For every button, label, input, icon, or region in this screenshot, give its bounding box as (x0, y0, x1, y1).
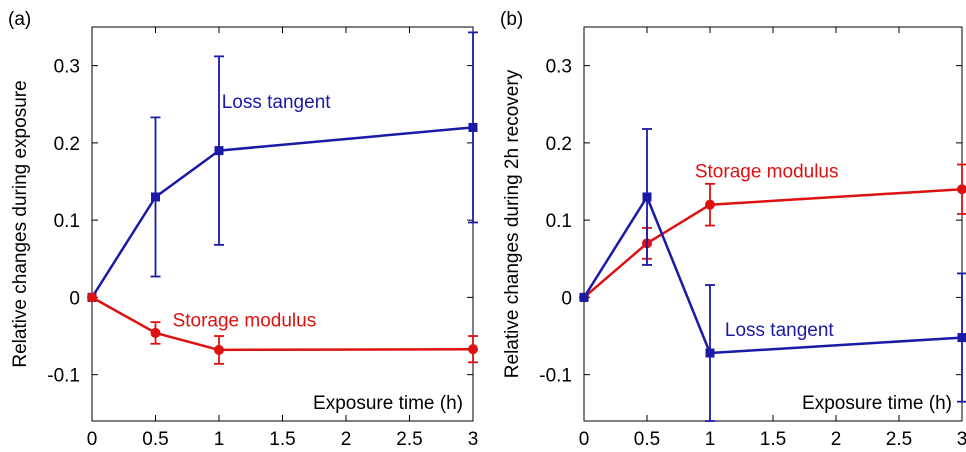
x-tick-label: 3 (957, 429, 966, 447)
series-loss-tangent (88, 32, 479, 301)
data-point (706, 349, 715, 358)
y-tick-label: 0 (561, 288, 572, 309)
x-tick-label: 3 (468, 429, 479, 447)
x-tick-label: 2 (831, 429, 842, 447)
y-tick-label: 0.3 (54, 57, 80, 78)
data-point (580, 293, 589, 302)
y-tick-label: 0 (69, 288, 80, 309)
x-tick-label: 2.5 (886, 429, 912, 447)
x-tick-label: 0 (87, 429, 98, 447)
x-tick-label: 0 (579, 429, 590, 447)
data-point (958, 333, 966, 342)
y-tick-label: 0.1 (546, 211, 572, 232)
data-point (705, 200, 715, 210)
data-point (469, 123, 478, 132)
data-point (214, 345, 224, 355)
data-point (468, 344, 478, 354)
series-storage-modulus (579, 165, 966, 303)
x-axis-label: Exposure time (h) (802, 393, 952, 414)
x-tick-label: 2 (341, 429, 352, 447)
x-tick-label: 1.5 (269, 429, 295, 447)
panel-a-exposure: (a) -0.1 0 0.1 0.2 0.3 0 0.5 1 1.5 2 2.5 3 Exposure t… (8, 9, 478, 447)
y-tick-label: -0.1 (539, 366, 572, 387)
y-axis-label: Relative changes during exposure (10, 80, 31, 367)
x-tick-label: 0.5 (634, 429, 660, 447)
x-tick-label: 1 (214, 429, 225, 447)
x-tick-label: 0.5 (142, 429, 168, 447)
series-annotation: Storage modulus (173, 311, 317, 332)
series-annotation: Storage modulus (695, 162, 839, 183)
x-axis-label: Exposure time (h) (313, 393, 463, 414)
data-point (215, 146, 224, 155)
data-point (151, 328, 161, 338)
y-tick-label: 0.2 (54, 134, 80, 155)
x-tick-label: 1.5 (760, 429, 786, 447)
y-tick-label: 0.1 (54, 211, 80, 232)
plot-frame (92, 27, 473, 421)
y-tick-label: 0.3 (546, 57, 572, 78)
panel-label: (a) (8, 9, 31, 30)
series-line (92, 127, 473, 297)
x-tick-label: 2.5 (396, 429, 422, 447)
x-tick-label: 1 (705, 429, 716, 447)
y-tick-label: -0.1 (47, 366, 80, 387)
data-point (151, 192, 160, 201)
data-point (957, 184, 966, 194)
y-axis-label: Relative changes during 2h recovery (502, 69, 523, 378)
series-annotation: Loss tangent (725, 320, 835, 341)
plot-frame (584, 27, 962, 421)
data-point (643, 192, 652, 201)
series-annotation: Loss tangent (222, 92, 332, 113)
panel-b-recovery: (b) -0.1 0 0.1 0.2 0.3 0 0.5 1 1.5 2 2.5 3 Exposure t… (500, 9, 966, 447)
data-point (87, 292, 97, 302)
panel-label: (b) (500, 9, 523, 30)
y-tick-label: 0.2 (546, 134, 572, 155)
